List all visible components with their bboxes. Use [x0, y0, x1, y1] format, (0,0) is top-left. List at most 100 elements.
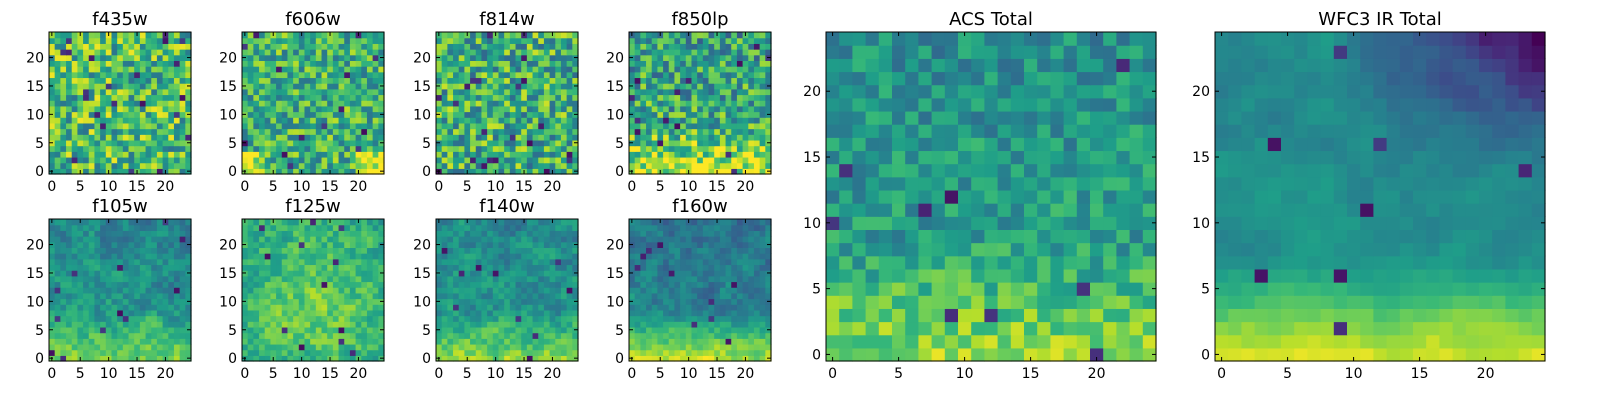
- heatmap-cell: [731, 32, 738, 39]
- heatmap-cell: [680, 298, 687, 305]
- heatmap-cell: [572, 122, 579, 130]
- heatmap-cell: [293, 168, 300, 175]
- heatmap-cell: [344, 88, 351, 96]
- heatmap-cell: [355, 54, 362, 61]
- heatmap-cell: [344, 275, 351, 283]
- heatmap-cell: [555, 111, 562, 118]
- heatmap-cell: [447, 105, 454, 113]
- heatmap-cell: [719, 117, 727, 124]
- heatmap-cell: [736, 304, 744, 311]
- heatmap-cell: [293, 326, 300, 334]
- heatmap-cell: [247, 88, 254, 96]
- heatmap-cell: [117, 168, 124, 175]
- heatmap-cell: [94, 326, 101, 334]
- heatmap-cell: [355, 117, 362, 124]
- heatmap-cell: [60, 37, 67, 44]
- heatmap-cell: [60, 230, 67, 237]
- heatmap-cell: [77, 275, 84, 283]
- heatmap-cell: [498, 134, 505, 141]
- heatmap-cell: [555, 83, 562, 90]
- heatmap-cell: [145, 83, 152, 90]
- heatmap-cell: [327, 247, 334, 254]
- heatmap-cell: [327, 343, 334, 351]
- heatmap-cell: [674, 304, 681, 311]
- heatmap-cell: [481, 66, 488, 73]
- heatmap-cell: [509, 315, 517, 322]
- heatmap-cell: [441, 298, 448, 305]
- heatmap-cell: [543, 247, 551, 254]
- heatmap-cell: [372, 236, 379, 243]
- heatmap-cell: [372, 49, 379, 56]
- heatmap-cell: [293, 247, 300, 254]
- heatmap-cell: [742, 66, 749, 73]
- heatmap-cell: [475, 253, 483, 260]
- heatmap-cell: [470, 343, 477, 351]
- heatmap-cell: [680, 162, 687, 169]
- heatmap-cell: [634, 292, 641, 300]
- heatmap-cell: [327, 275, 334, 283]
- heatmap-cell: [697, 275, 704, 283]
- heatmap-cell: [281, 292, 289, 300]
- heatmap-cell: [105, 298, 113, 305]
- heatmap-cell: [276, 37, 283, 44]
- heatmap-cell: [54, 168, 61, 175]
- heatmap-cell: [515, 332, 522, 339]
- heatmap-cell: [481, 151, 488, 158]
- heatmap-cell: [538, 309, 545, 317]
- heatmap-cell: [521, 253, 528, 260]
- heatmap-cell: [634, 71, 641, 79]
- heatmap-cell: [736, 105, 744, 113]
- heatmap-cell: [242, 43, 249, 50]
- heatmap-cell: [60, 168, 67, 175]
- heatmap-cell: [555, 349, 562, 356]
- heatmap-cell: [674, 275, 681, 283]
- heatmap-cell: [526, 32, 534, 39]
- heatmap-cell: [685, 100, 693, 107]
- heatmap-cell: [100, 54, 107, 61]
- heatmap-cell: [83, 128, 90, 135]
- heatmap-cell: [566, 60, 573, 67]
- heatmap-cell: [680, 139, 687, 147]
- heatmap-cell: [122, 264, 130, 271]
- heatmap-cell: [247, 151, 254, 158]
- heatmap-cell: [736, 156, 744, 164]
- heatmap-cell: [515, 241, 522, 248]
- heatmap-cell: [447, 60, 454, 67]
- heatmap-cell: [71, 292, 78, 300]
- heatmap-cell: [54, 77, 61, 84]
- heatmap-cell: [168, 326, 175, 334]
- heatmap-cell: [492, 258, 500, 266]
- heatmap-cell: [481, 162, 488, 169]
- heatmap-cell: [498, 224, 505, 231]
- heatmap-cell: [83, 105, 90, 113]
- heatmap-cell: [447, 139, 454, 147]
- heatmap-cell: [526, 100, 534, 107]
- heatmap-cell: [759, 162, 766, 169]
- heatmap-cell: [487, 71, 494, 79]
- heatmap-cell: [487, 37, 494, 44]
- heatmap-cell: [651, 292, 658, 300]
- heatmap-cell: [668, 60, 676, 67]
- heatmap-cell: [366, 71, 374, 79]
- heatmap-cell: [88, 281, 96, 288]
- heatmap-cell: [94, 134, 101, 141]
- heatmap-cell: [49, 275, 56, 283]
- heatmap-cell: [646, 60, 653, 67]
- heatmap-cell: [128, 321, 135, 328]
- heatmap-cell: [88, 230, 96, 237]
- heatmap-cell: [276, 156, 283, 164]
- heatmap-cell: [349, 54, 357, 61]
- heatmap-cell: [629, 49, 636, 56]
- heatmap-cell: [304, 77, 311, 84]
- heatmap-cell: [372, 349, 379, 356]
- heatmap-cell: [714, 304, 721, 311]
- heatmap-cell: [60, 122, 67, 130]
- heatmap-cell: [281, 162, 289, 169]
- heatmap-cell: [555, 219, 562, 226]
- heatmap-cell: [504, 49, 511, 56]
- heatmap-cell: [691, 134, 698, 141]
- heatmap-cell: [481, 105, 488, 113]
- heatmap-cell: [83, 100, 90, 107]
- heatmap-cell: [498, 43, 505, 50]
- heatmap-cell: [447, 66, 454, 73]
